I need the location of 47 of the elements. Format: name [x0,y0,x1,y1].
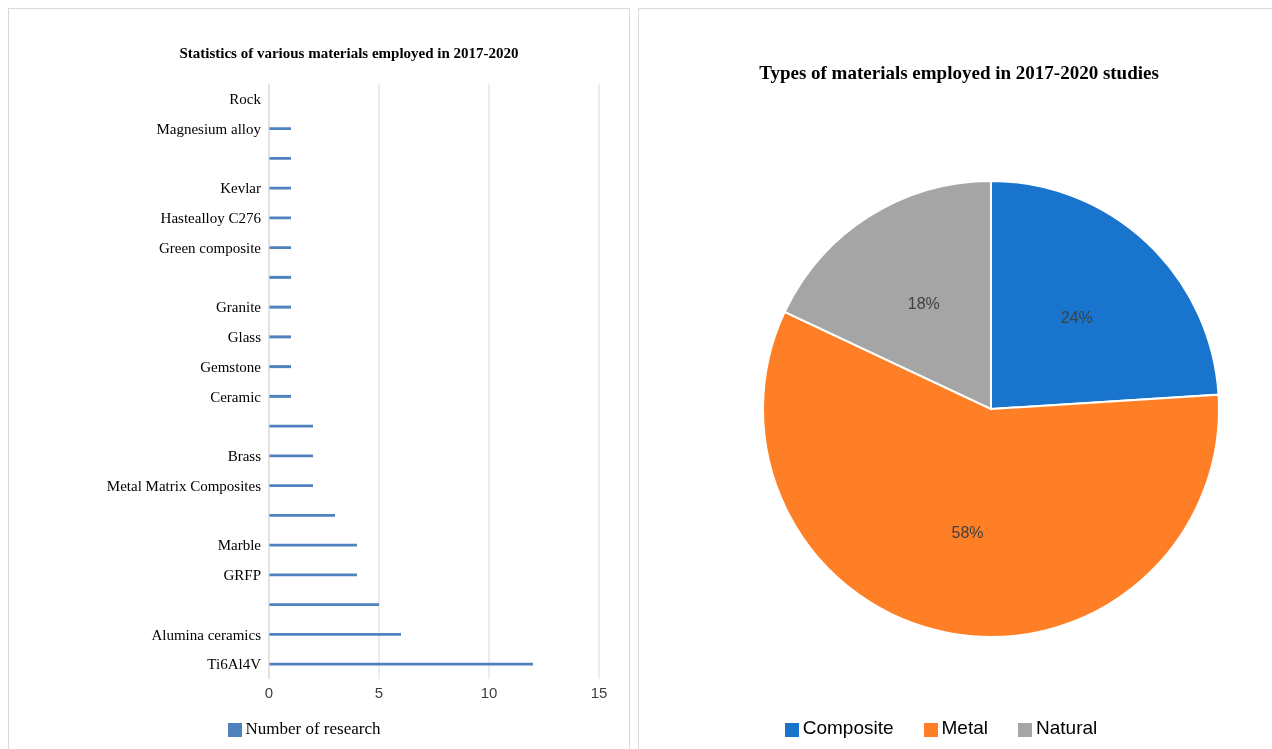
bar [269,543,357,547]
y-tick-label: GRFP [223,567,261,584]
y-tick-label: Brass [227,448,262,465]
x-tick-label: 15 [590,683,608,701]
data-label: 18% [907,294,940,312]
bar [269,156,291,160]
bar [269,513,335,517]
y-tick-label: Gemstone [200,358,262,375]
x-tick-label: 5 [374,683,384,701]
bar [269,365,291,369]
bar [269,603,379,607]
y-tick-label: Ti6Al4V [207,656,262,673]
y-tick-label: Hastealloy C276 [160,210,262,227]
y-tick-label: Granite [216,299,262,316]
bar [269,454,313,458]
legend-label: Number of research [245,719,381,738]
y-tick-label: Rock [229,91,262,108]
bar [269,305,291,309]
chart-title: Statistics of various materials employed in 2017-2020 [178,45,520,62]
y-tick-label: Metal Matrix Composites [106,477,262,494]
bar [269,424,313,428]
bar [269,127,291,131]
bar [269,275,291,279]
y-tick-label: Glass [227,329,262,346]
chart-title: Types of materials employed in 2017-2020 studies [758,61,1160,85]
y-tick-label: Kevlar [220,180,261,197]
bar [269,216,291,220]
x-tick-label: 10 [480,683,498,701]
data-label: 58% [951,523,984,541]
bar [269,662,533,666]
data-label: 24% [1060,309,1093,327]
bar [269,335,291,339]
bar [269,394,291,398]
legend-label: Metal [941,717,989,738]
bar [269,186,291,190]
bar [269,632,401,636]
y-tick-label: Ceramic [210,388,262,405]
x-tick-label: 0 [264,683,274,701]
bar [269,573,357,577]
y-tick-label: Magnesium alloy [156,120,262,137]
y-tick-label: Green composite [158,239,262,256]
legend-label: Natural [1036,717,1098,738]
legend-label: Composite [802,717,894,738]
y-tick-label: Alumina ceramics [151,626,262,643]
bar [269,246,291,250]
y-tick-label: Marble [217,537,262,554]
bar [269,484,313,488]
